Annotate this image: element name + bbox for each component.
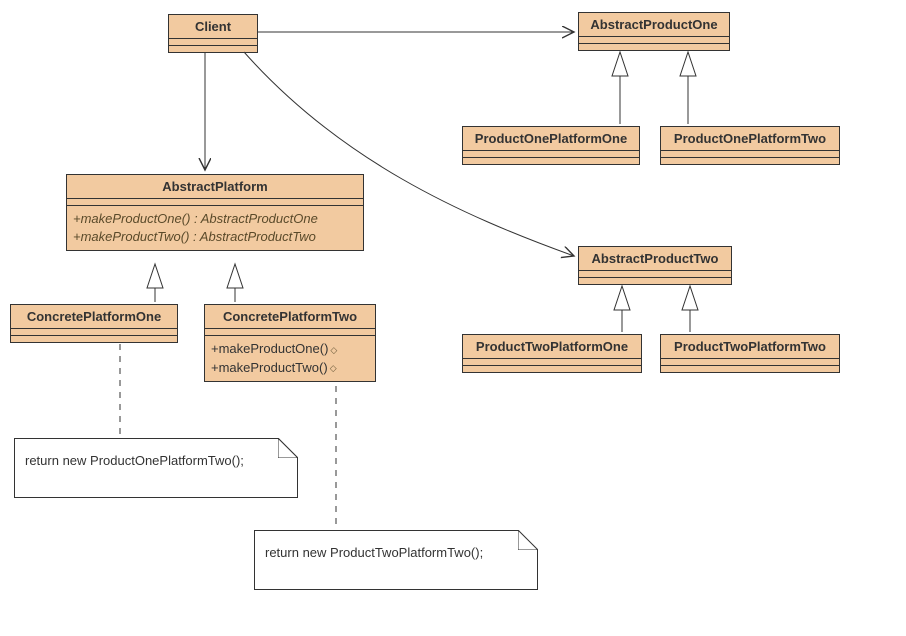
- class-abstract-product-two: AbstractProductTwo: [578, 246, 732, 285]
- class-divider: [67, 199, 363, 206]
- class-abstract-platform: AbstractPlatform +makeProductOne() : Abs…: [66, 174, 364, 251]
- class-divider: [205, 329, 375, 336]
- class-title: AbstractPlatform: [67, 175, 363, 199]
- edge-cp1-gen: [147, 264, 163, 302]
- edge-p2p1-gen: [614, 286, 630, 332]
- note-product-one: return new ProductOnePlatformTwo();: [14, 438, 298, 498]
- class-divider: [579, 37, 729, 44]
- class-title: ConcretePlatformOne: [11, 305, 177, 329]
- class-title: Client: [169, 15, 257, 39]
- note-fold-icon: [518, 530, 538, 550]
- class-divider: [661, 151, 839, 158]
- class-client: Client: [168, 14, 258, 53]
- class-title: ProductTwoPlatformTwo: [661, 335, 839, 359]
- note-product-two: return new ProductTwoPlatformTwo();: [254, 530, 538, 590]
- method-marker-icon: ◇: [330, 359, 337, 377]
- class-title: ProductTwoPlatformOne: [463, 335, 641, 359]
- class-product-two-platform-two: ProductTwoPlatformTwo: [660, 334, 840, 373]
- class-divider: [169, 39, 257, 46]
- method-row: +makeProductOne()◇: [211, 340, 369, 359]
- class-title: ProductOnePlatformOne: [463, 127, 639, 151]
- class-title: AbstractProductTwo: [579, 247, 731, 271]
- class-title: ProductOnePlatformTwo: [661, 127, 839, 151]
- class-product-one-platform-one: ProductOnePlatformOne: [462, 126, 640, 165]
- note-fold-icon: [278, 438, 298, 458]
- class-divider: [661, 359, 839, 366]
- method-row: +makeProductTwo()◇: [211, 359, 369, 378]
- edge-p1p1-gen: [612, 52, 628, 124]
- edge-p2p2-gen: [682, 286, 698, 332]
- class-title: AbstractProductOne: [579, 13, 729, 37]
- class-divider: [463, 359, 641, 366]
- note-text: return new ProductOnePlatformTwo();: [25, 453, 244, 468]
- class-methods: +makeProductOne()◇ +makeProductTwo()◇: [205, 336, 375, 381]
- class-title: ConcretePlatformTwo: [205, 305, 375, 329]
- method-marker-icon: ◇: [330, 341, 337, 359]
- class-product-two-platform-one: ProductTwoPlatformOne: [462, 334, 642, 373]
- class-product-one-platform-two: ProductOnePlatformTwo: [660, 126, 840, 165]
- edge-cp2-gen: [227, 264, 243, 302]
- edge-p1p2-gen: [680, 52, 696, 124]
- class-concrete-platform-two: ConcretePlatformTwo +makeProductOne()◇ +…: [204, 304, 376, 382]
- method-row: +makeProductOne() : AbstractProductOne: [73, 210, 357, 228]
- class-divider: [11, 329, 177, 336]
- note-text: return new ProductTwoPlatformTwo();: [265, 545, 483, 560]
- class-methods: +makeProductOne() : AbstractProductOne +…: [67, 206, 363, 250]
- class-divider: [579, 271, 731, 278]
- class-concrete-platform-one: ConcretePlatformOne: [10, 304, 178, 343]
- method-row: +makeProductTwo() : AbstractProductTwo: [73, 228, 357, 246]
- class-abstract-product-one: AbstractProductOne: [578, 12, 730, 51]
- class-divider: [463, 151, 639, 158]
